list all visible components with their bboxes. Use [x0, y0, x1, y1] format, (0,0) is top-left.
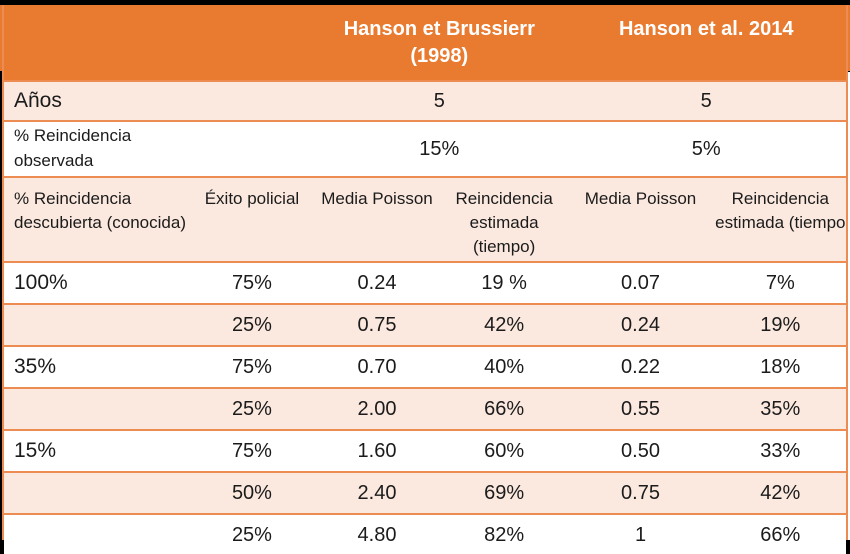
- study-header-hanson-brussierr: Hanson et Brussierr (1998): [312, 5, 567, 81]
- cell-discovered: [4, 388, 192, 430]
- col-header-discovered: % Reincidencia descubierta (conocida): [4, 177, 192, 262]
- table-row: 15% 75% 1.60 60% 0.50 33%: [4, 430, 846, 472]
- col-header-estimated-1: Reincidencia estimada (tiempo): [441, 177, 567, 262]
- header-right-edge: [848, 5, 850, 71]
- cell-estimated-1: 19 %: [441, 262, 567, 304]
- cell-estimated-2: 66%: [714, 514, 846, 554]
- table-row: 35% 75% 0.70 40% 0.22 18%: [4, 346, 846, 388]
- observed-recidivism-label: % Reincidencia observada: [4, 121, 192, 177]
- study-header-hanson-2014: Hanson et al. 2014: [566, 5, 846, 81]
- cell-police-success: 25%: [191, 514, 313, 554]
- col-header-estimated-2: Reincidencia estimada (tiempo: [714, 177, 846, 262]
- observed-value-study2: 5%: [566, 121, 846, 177]
- cell-poisson-2: 1: [566, 514, 715, 554]
- cell-estimated-1: 69%: [441, 472, 567, 514]
- cell-estimated-2: 42%: [714, 472, 846, 514]
- cell-estimated-1: 82%: [441, 514, 567, 554]
- recidivism-table: Hanson et Brussierr (1998) Hanson et al.…: [2, 5, 848, 554]
- cell-police-success: 25%: [191, 388, 313, 430]
- observed-recidivism-row: % Reincidencia observada 15% 5%: [4, 121, 846, 177]
- cell-poisson-1: 0.24: [312, 262, 442, 304]
- cell-police-success: 75%: [191, 262, 313, 304]
- cell-police-success: 75%: [191, 430, 313, 472]
- table-row: 25% 4.80 82% 1 66%: [4, 514, 846, 554]
- observed-empty-cell: [191, 121, 313, 177]
- cell-estimated-1: 42%: [441, 304, 567, 346]
- recidivism-table-grid: Hanson et Brussierr (1998) Hanson et al.…: [4, 5, 846, 554]
- cell-estimated-2: 33%: [714, 430, 846, 472]
- cell-discovered: [4, 304, 192, 346]
- cell-poisson-2: 0.50: [566, 430, 715, 472]
- table-row: 50% 2.40 69% 0.75 42%: [4, 472, 846, 514]
- years-empty-cell: [191, 81, 313, 121]
- cell-police-success: 50%: [191, 472, 313, 514]
- cell-poisson-2: 0.22: [566, 346, 715, 388]
- cell-estimated-2: 7%: [714, 262, 846, 304]
- cell-estimated-1: 66%: [441, 388, 567, 430]
- cell-poisson-1: 1.60: [312, 430, 442, 472]
- cell-estimated-2: 19%: [714, 304, 846, 346]
- cell-poisson-2: 0.75: [566, 472, 715, 514]
- cell-poisson-1: 0.70: [312, 346, 442, 388]
- table-row: 25% 2.00 66% 0.55 35%: [4, 388, 846, 430]
- cell-discovered: 15%: [4, 430, 192, 472]
- cell-estimated-2: 18%: [714, 346, 846, 388]
- cell-poisson-1: 0.75: [312, 304, 442, 346]
- cell-discovered: 100%: [4, 262, 192, 304]
- cell-poisson-2: 0.07: [566, 262, 715, 304]
- cell-estimated-1: 60%: [441, 430, 567, 472]
- cell-discovered: [4, 514, 192, 554]
- cell-poisson-2: 0.55: [566, 388, 715, 430]
- years-row: Años 5 5: [4, 81, 846, 121]
- header-left-edge: [0, 5, 2, 71]
- study-header-row: Hanson et Brussierr (1998) Hanson et al.…: [4, 5, 846, 81]
- years-label: Años: [4, 81, 192, 121]
- cell-police-success: 75%: [191, 346, 313, 388]
- study-header-empty-cell: [4, 5, 313, 81]
- column-header-row: % Reincidencia descubierta (conocida) Éx…: [4, 177, 846, 262]
- cell-poisson-1: 4.80: [312, 514, 442, 554]
- right-white-sliver: [848, 72, 850, 540]
- cell-estimated-2: 35%: [714, 388, 846, 430]
- cell-estimated-1: 40%: [441, 346, 567, 388]
- cell-discovered: 35%: [4, 346, 192, 388]
- col-header-police-success: Éxito policial: [191, 177, 313, 262]
- cell-poisson-2: 0.24: [566, 304, 715, 346]
- years-value-study1: 5: [312, 81, 567, 121]
- cell-police-success: 25%: [191, 304, 313, 346]
- col-header-poisson-mean-2: Media Poisson: [566, 177, 715, 262]
- years-value-study2: 5: [566, 81, 846, 121]
- cell-poisson-1: 2.40: [312, 472, 442, 514]
- observed-value-study1: 15%: [312, 121, 567, 177]
- col-header-poisson-mean-1: Media Poisson: [312, 177, 442, 262]
- table-row: 100% 75% 0.24 19 % 0.07 7%: [4, 262, 846, 304]
- cell-poisson-1: 2.00: [312, 388, 442, 430]
- cell-discovered: [4, 472, 192, 514]
- table-row: 25% 0.75 42% 0.24 19%: [4, 304, 846, 346]
